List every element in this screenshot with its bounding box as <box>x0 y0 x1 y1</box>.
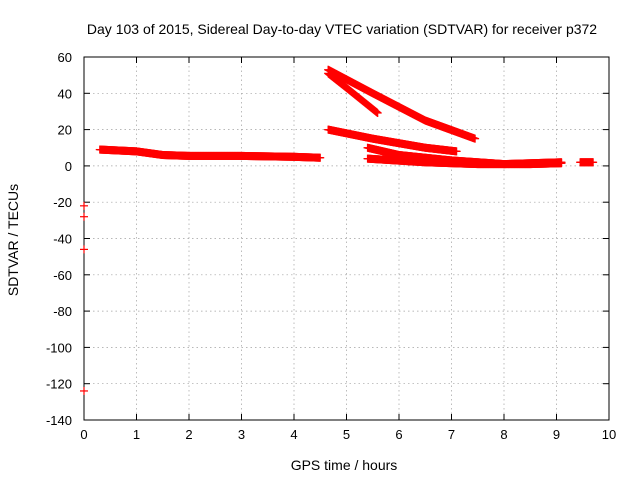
grid <box>84 57 609 420</box>
data-point <box>80 201 88 210</box>
y-tick-label: -40 <box>53 232 72 247</box>
x-tick-label: 5 <box>343 427 350 442</box>
y-tick-label: -80 <box>53 304 72 319</box>
y-tick-label: 40 <box>58 86 72 101</box>
series-outliers-left-edge <box>80 201 88 395</box>
x-tick-label: 1 <box>133 427 140 442</box>
x-tick-label: 4 <box>290 427 297 442</box>
series-track-a <box>95 145 325 162</box>
x-tick-label: 2 <box>185 427 192 442</box>
data-point <box>80 245 88 254</box>
data-point <box>316 153 325 162</box>
series-track-f <box>363 154 566 169</box>
x-tick-label: 9 <box>553 427 560 442</box>
x-tick-label: 0 <box>80 427 87 442</box>
y-tick-label: 20 <box>58 123 72 138</box>
series-track-d <box>324 125 461 156</box>
y-tick-label: -60 <box>53 268 72 283</box>
data-point <box>557 159 566 168</box>
x-tick-label: 10 <box>602 427 616 442</box>
x-tick-label: 7 <box>448 427 455 442</box>
x-tick-label: 6 <box>395 427 402 442</box>
x-tick-label: 8 <box>500 427 507 442</box>
y-tick-label: -120 <box>46 377 72 392</box>
x-axis-label: GPS time / hours <box>291 457 398 473</box>
y-tick-label: -20 <box>53 195 72 210</box>
y-tick-label: -140 <box>46 413 72 428</box>
data-point <box>589 158 598 167</box>
data-point <box>452 147 461 156</box>
data-point <box>80 212 88 221</box>
data-point <box>80 386 88 395</box>
data-marks <box>80 65 598 395</box>
data-point <box>373 109 382 118</box>
y-tick-label: 60 <box>58 50 72 65</box>
axis-ticks: 0 1 2 3 4 5 6 7 8 9 10 60 40 20 0 -20 -40 -60 -80 -100 -120 -… <box>46 50 616 442</box>
series-track-g <box>576 158 598 167</box>
y-axis-label: SDTVAR / TECUs <box>5 184 21 296</box>
data-point <box>471 134 480 143</box>
y-tick-label: 0 <box>65 159 72 174</box>
x-tick-label: 3 <box>238 427 245 442</box>
chart-title: Day 103 of 2015, Sidereal Day-to-day VTE… <box>87 21 597 37</box>
y-tick-label: -100 <box>46 340 72 355</box>
series-track-c <box>324 65 480 143</box>
